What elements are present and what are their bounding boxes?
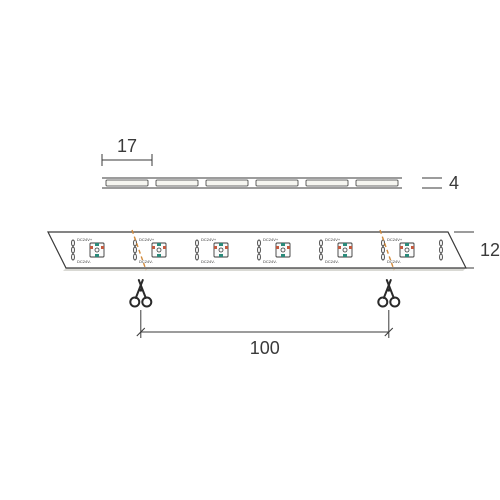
module-mark: DC24V+ — [77, 237, 93, 242]
profile-segment — [156, 180, 198, 186]
module-mark: DC24V+ — [201, 237, 217, 242]
profile-segment — [306, 180, 348, 186]
dim-12-label: 12 — [480, 240, 500, 260]
module-mark: DC24V+ — [387, 237, 403, 242]
profile-segment — [256, 180, 298, 186]
module-mark: DC24V- — [325, 259, 340, 264]
dim-17-label: 17 — [117, 136, 137, 156]
module-mark: DC24V+ — [263, 237, 279, 242]
module-mark: DC24V- — [387, 259, 402, 264]
module-mark: DC24V+ — [325, 237, 341, 242]
dim-100-label: 100 — [250, 338, 280, 358]
module-mark: DC24V- — [201, 259, 216, 264]
dim-4-label: 4 — [449, 173, 459, 193]
module-mark: DC24V- — [263, 259, 278, 264]
profile-segment — [356, 180, 398, 186]
module-mark: DC24V- — [139, 259, 154, 264]
module-mark: DC24V- — [77, 259, 92, 264]
module-mark: DC24V+ — [139, 237, 155, 242]
profile-segment — [106, 180, 148, 186]
technical-diagram: 17 4 DC24V+ DC24V- DC24V+ DC24V- DC24V+ DC24V- D… — [0, 0, 500, 500]
profile-segment — [206, 180, 248, 186]
